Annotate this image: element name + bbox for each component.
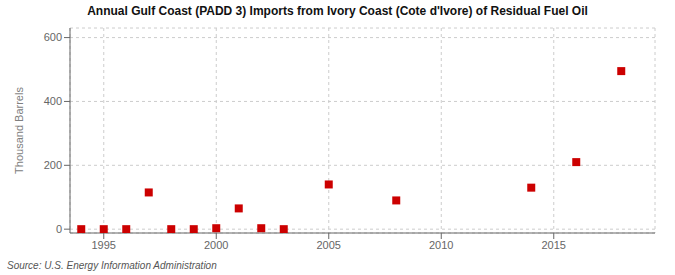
html-text:Source: U.S. Energy Informatio: Source: U.S. Energy Information Administ… bbox=[7, 260, 217, 271]
svg-text:2005: 2005 bbox=[317, 239, 341, 251]
svg-text:1995: 1995 bbox=[92, 239, 116, 251]
html-text:Annual Gulf Coast (PADD 3) Imp: Annual Gulf Coast (PADD 3) Imports from … bbox=[87, 4, 588, 18]
svg-text:2000: 2000 bbox=[204, 239, 228, 251]
svg-text:2015: 2015 bbox=[542, 239, 566, 251]
svg-text:400: 400 bbox=[44, 95, 62, 107]
svg-text:200: 200 bbox=[44, 159, 62, 171]
svg-text:0: 0 bbox=[56, 223, 62, 235]
svg-text:Thousand Barrels: Thousand Barrels bbox=[13, 87, 25, 174]
svg-text:2010: 2010 bbox=[429, 239, 453, 251]
svg-text:600: 600 bbox=[44, 31, 62, 43]
